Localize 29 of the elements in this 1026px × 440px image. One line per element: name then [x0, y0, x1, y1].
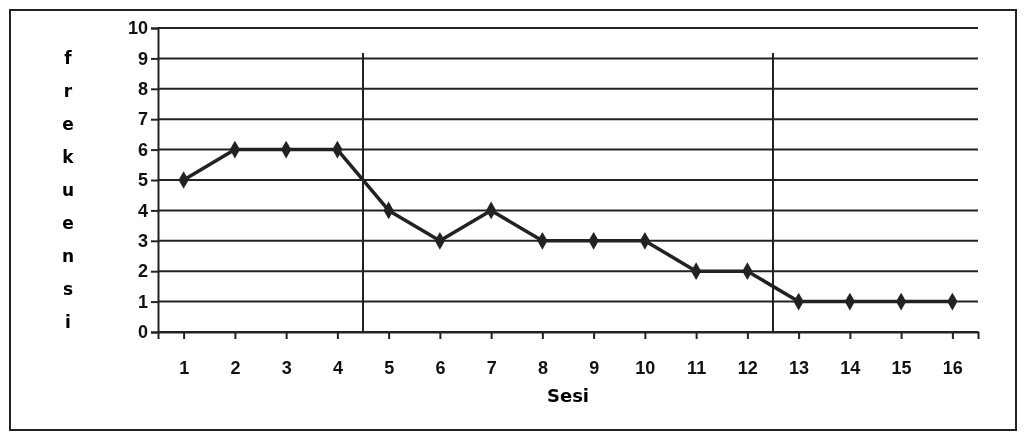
x-tick-label: 1 [179, 357, 190, 378]
x-tick-label: 5 [384, 357, 395, 378]
x-tick-label: 12 [737, 357, 758, 378]
x-tick-label: 9 [589, 357, 600, 378]
x-tick-label: 8 [537, 357, 548, 378]
y-tick-label: 9 [137, 48, 148, 69]
x-tick-label: 10 [635, 357, 656, 378]
y-tick-label: 5 [137, 170, 148, 191]
y-tick-label: 7 [137, 109, 148, 130]
y-tick-label: 3 [137, 231, 148, 252]
x-tick-label: 11 [687, 357, 707, 378]
y-tick-label: 4 [137, 200, 148, 221]
y-tick-label: 0 [137, 322, 148, 343]
y-tick-label: 10 [127, 18, 148, 39]
x-tick-label: 2 [230, 357, 241, 378]
y-tick-label: 2 [137, 261, 148, 282]
y-tick-label: 8 [137, 79, 148, 100]
x-tick-label: 7 [486, 357, 497, 378]
y-tick-label: 1 [137, 291, 148, 312]
x-tick-label: 15 [891, 357, 912, 378]
y-tick-label: 6 [137, 139, 148, 160]
x-tick-label: 16 [942, 357, 963, 378]
x-tick-label: 4 [332, 357, 343, 378]
x-tick-label: 14 [840, 357, 861, 378]
x-tick-label: 6 [435, 357, 446, 378]
text: frekuensi [61, 48, 75, 332]
x-tick-label: 13 [789, 357, 810, 378]
x-tick-label: 3 [281, 357, 292, 378]
x-axis-title: Sesi [546, 385, 590, 406]
